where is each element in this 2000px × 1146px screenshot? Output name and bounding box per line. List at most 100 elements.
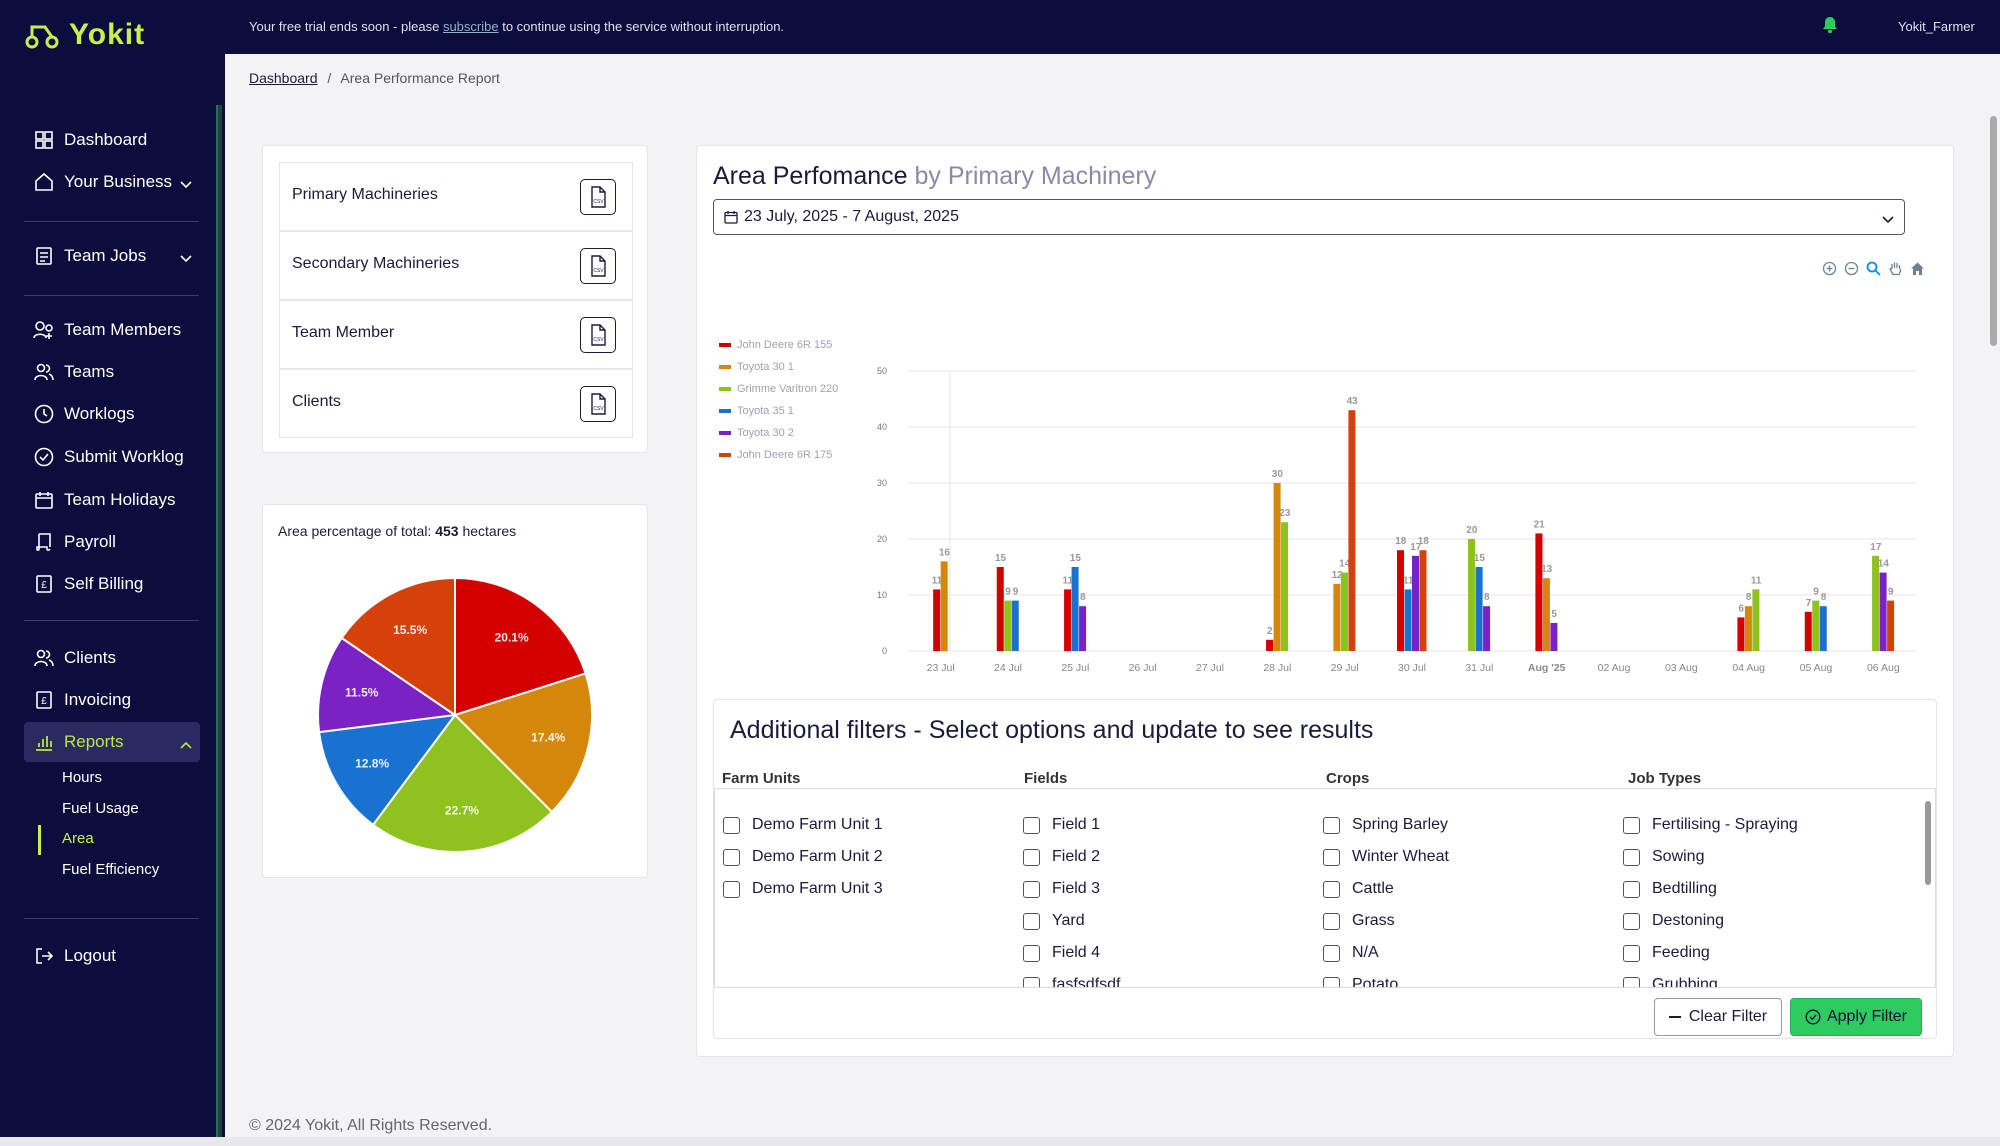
filter-option[interactable]: Winter Wheat [1323,841,1449,873]
bar[interactable] [1071,567,1079,651]
zoom-in-icon[interactable] [1822,261,1837,276]
bell-icon[interactable] [1822,16,1838,39]
checkbox[interactable] [1323,976,1340,987]
sidebar-item-team-jobs[interactable]: Team Jobs [24,236,200,276]
bar[interactable] [1812,600,1820,651]
filter-option[interactable]: N/A [1323,937,1449,969]
bar[interactable] [1412,555,1419,651]
bar[interactable] [1333,583,1341,651]
legend-label[interactable]: Grimme Varitron 220 [737,383,838,395]
filter-scrollbar[interactable] [1923,789,1933,987]
pie-slice[interactable] [371,713,554,853]
bar[interactable] [1079,606,1087,651]
pan-hand-icon[interactable] [1888,261,1903,276]
bar[interactable] [1550,623,1558,651]
bar[interactable] [1468,539,1476,651]
pie-slice[interactable] [317,636,458,734]
bar[interactable] [1483,606,1491,651]
sidebar-item-logout[interactable]: Logout [24,936,200,976]
username[interactable]: Yokit_Farmer [1898,19,1975,34]
legend-label[interactable]: Toyota 30 1 [737,361,794,373]
sidebar-item-team-members[interactable]: Team Members [24,310,200,350]
reset-home-icon[interactable] [1910,261,1925,276]
filter-option[interactable]: Sowing [1623,841,1798,873]
filter-option[interactable]: Bedtilling [1623,873,1798,905]
checkbox[interactable] [1623,976,1640,987]
csv-download-button[interactable]: CSV [580,179,616,215]
bar[interactable] [1819,606,1827,651]
filter-option[interactable]: fasfsdfsdf [1023,969,1120,987]
sidebar-item-submit-worklog[interactable]: Submit Worklog [24,437,200,477]
filter-option[interactable]: Demo Farm Unit 1 [723,809,883,841]
bar[interactable] [1744,606,1752,651]
sidebar-item-team-holidays[interactable]: Team Holidays [24,480,200,520]
filter-option[interactable]: Demo Farm Unit 3 [723,873,883,905]
checkbox[interactable] [1623,880,1640,898]
sidebar-item-dashboard[interactable]: Dashboard [24,120,200,160]
bar[interactable] [1273,483,1281,651]
sidebar-scrollbar[interactable] [216,105,222,1137]
legend-label[interactable]: John Deere 6R 175 [737,449,832,461]
sidebar-item-teams[interactable]: Teams [24,352,200,392]
bar[interactable] [1879,572,1887,651]
checkbox[interactable] [1623,912,1640,930]
zoom-out-icon[interactable] [1844,261,1859,276]
checkbox[interactable] [1623,816,1640,834]
checkbox[interactable] [1323,816,1340,834]
filter-option[interactable]: Field 1 [1023,809,1120,841]
filter-option[interactable]: Yard [1023,905,1120,937]
scrollbar-thumb[interactable] [1925,801,1931,885]
filter-option[interactable]: Cattle [1323,873,1449,905]
bar[interactable] [1397,550,1404,651]
checkbox[interactable] [1023,912,1040,930]
checkbox[interactable] [1023,848,1040,866]
clear-filter-button[interactable]: Clear Filter [1654,998,1782,1036]
bar[interactable] [1266,639,1274,651]
sidebar-item-payroll[interactable]: Payroll [24,522,200,562]
checkbox[interactable] [1323,880,1340,898]
bar[interactable] [1004,600,1012,651]
breadcrumb-dashboard-link[interactable]: Dashboard [249,70,318,86]
filter-option[interactable]: Potato [1323,969,1449,987]
pie-slice[interactable] [453,672,593,814]
bar[interactable] [1281,522,1289,651]
checkbox[interactable] [1323,912,1340,930]
filter-option[interactable]: Demo Farm Unit 2 [723,841,883,873]
filter-option[interactable]: Spring Barley [1323,809,1449,841]
pie-slice[interactable] [454,576,587,717]
bar[interactable] [1872,555,1880,651]
bar[interactable] [1535,533,1543,651]
pie-slice[interactable] [317,713,458,827]
checkbox[interactable] [1623,848,1640,866]
page-scrollbar[interactable] [1989,102,1998,1098]
date-range-select[interactable]: 23 July, 2025 - 7 August, 2025 [713,199,1905,235]
bar[interactable] [1804,611,1812,651]
sidebar-item-invoicing[interactable]: £ Invoicing [24,680,200,720]
checkbox[interactable] [1023,976,1040,987]
bar[interactable] [1737,617,1745,651]
sidebar-sub-area[interactable]: Area [62,830,94,847]
subscribe-link[interactable]: subscribe [442,19,499,34]
bar[interactable] [1340,572,1348,651]
bar[interactable] [1348,410,1356,651]
sidebar-item-worklogs[interactable]: Worklogs [24,394,200,434]
checkbox[interactable] [1323,944,1340,962]
csv-download-button[interactable]: CSV [580,317,616,353]
pie-slice[interactable] [340,576,456,717]
apply-filter-button[interactable]: Apply Filter [1790,998,1922,1036]
checkbox[interactable] [1023,816,1040,834]
checkbox[interactable] [1323,848,1340,866]
filter-option[interactable]: Grass [1323,905,1449,937]
sidebar-item-your-business[interactable]: Your Business [24,162,200,202]
sidebar-item-self-billing[interactable]: £ Self Billing [24,564,200,604]
bar[interactable] [940,561,948,651]
checkbox[interactable] [723,816,740,834]
bar[interactable] [1475,567,1483,651]
bar[interactable] [1542,578,1550,651]
bar[interactable] [996,567,1004,651]
filter-option[interactable]: Destoning [1623,905,1798,937]
checkbox[interactable] [723,848,740,866]
csv-download-button[interactable]: CSV [580,248,616,284]
bar[interactable] [1011,600,1019,651]
checkbox[interactable] [1023,880,1040,898]
